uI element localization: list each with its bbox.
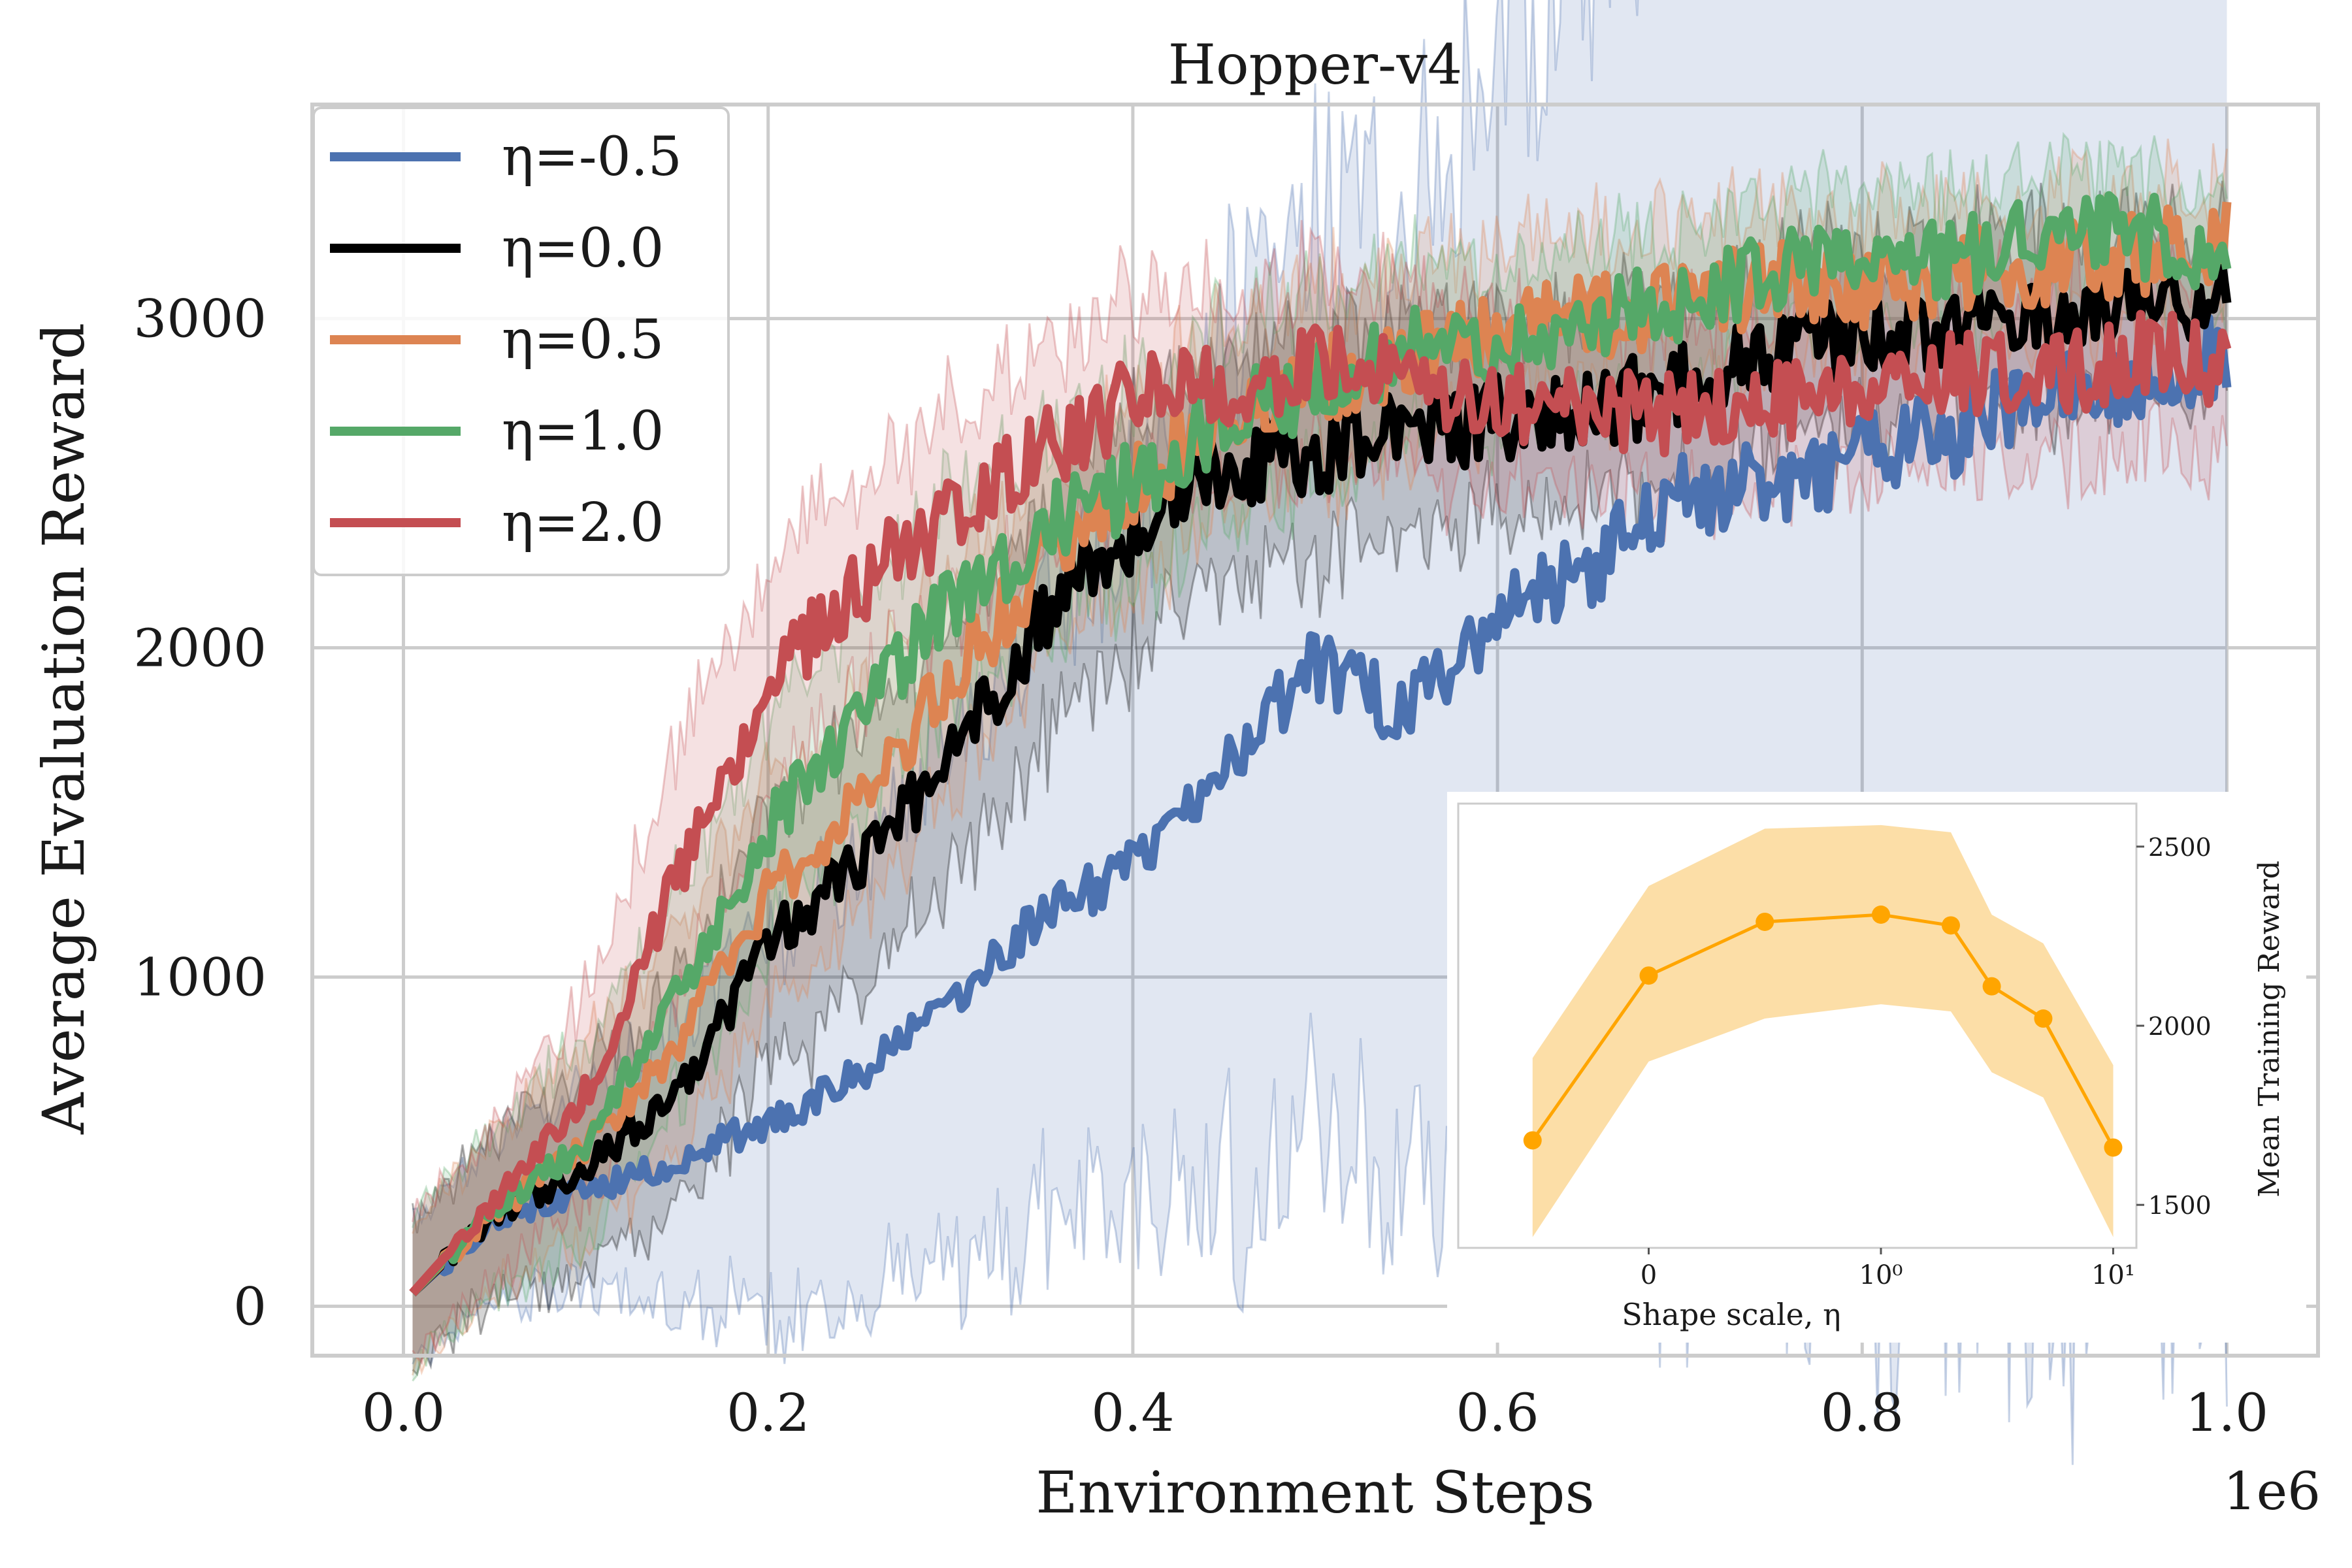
- inset-x-tick-label: 10⁰: [1859, 1260, 1903, 1290]
- y-tick-label: 1000: [133, 947, 267, 1007]
- inset-y-tick-label: 1500: [2148, 1191, 2212, 1220]
- x-tick-label: 0.0: [362, 1382, 445, 1443]
- inset-y-axis-label: Mean Training Reward: [2253, 860, 2286, 1198]
- y-tick-label: 2000: [133, 618, 267, 679]
- x-tick-label: 1.0: [2185, 1382, 2268, 1443]
- series-line: [409, 310, 2232, 1296]
- x-axis-offset-text: 1e6: [2223, 1461, 2321, 1522]
- main-y-ticks: 0 1000 2000 3000: [133, 289, 267, 1337]
- y-tick-label: 3000: [133, 289, 267, 350]
- y-axis-label: Average Evaluation Reward: [30, 323, 97, 1135]
- inset-line-path: [1531, 913, 2115, 1149]
- series-band: [412, 220, 2227, 1363]
- x-tick-label: 0.2: [727, 1382, 809, 1443]
- x-tick-label: 0.4: [1091, 1382, 1174, 1443]
- inset-y-tick-label: 2500: [2148, 833, 2212, 862]
- legend: η=-0.5 η=0.0 η=0.5 η=1.0 η=2.0: [312, 106, 730, 576]
- inset-point: [1639, 966, 1658, 985]
- inset-confidence-band: [1532, 825, 2114, 1237]
- inset-band-area: [1532, 825, 2114, 1237]
- inset-point: [1941, 916, 1960, 935]
- inset-point: [1523, 1131, 1542, 1150]
- y-tick-label: 0: [233, 1276, 267, 1337]
- inset-x-axis-label: Shape scale, η: [1622, 1297, 1840, 1332]
- series-band-edge: [412, 0, 1639, 1226]
- main-axes-frame: [310, 103, 2320, 1358]
- inset-point: [1871, 906, 1890, 924]
- chart-title: Hopper-v4: [1168, 33, 1463, 97]
- inset-plot: 0 10⁰ 10¹ 1500 2000 2500 Shape scale, η Mean…: [1447, 792, 2306, 1343]
- legend-label: η=1.0: [502, 400, 664, 463]
- series-line: [409, 313, 2232, 1297]
- legend-items: η=-0.5 η=0.0 η=0.5 η=1.0 η=2.0: [330, 126, 682, 554]
- inset-x-tick-label: 10¹: [2091, 1260, 2135, 1290]
- series-band-edge: [412, 139, 2228, 1234]
- main-plot: 0.0 0.2 0.4 0.6 0.8 1.0 0 1000 2000 3000 Hopper-…: [30, 0, 2321, 1526]
- legend-label: η=0.5: [502, 309, 664, 371]
- inset-point: [2104, 1138, 2123, 1157]
- main-x-ticks: 0.0 0.2 0.4 0.6 0.8 1.0: [362, 1382, 2268, 1443]
- inset-x-tick-label: 0: [1641, 1260, 1657, 1290]
- inset-series: [1523, 906, 2123, 1157]
- inset-y-ticks: 1500 2000 2500: [2136, 833, 2212, 1220]
- legend-label: η=0.0: [502, 218, 664, 280]
- series-line: [409, 256, 2232, 1297]
- inset-x-ticks: 0 10⁰ 10¹: [1641, 1248, 2135, 1290]
- legend-label: η=2.0: [502, 492, 664, 554]
- x-axis-label: Environment Steps: [1036, 1459, 1594, 1526]
- series-band-edge: [412, 131, 2228, 1228]
- legend-label: η=-0.5: [502, 126, 682, 188]
- inset-point: [1756, 912, 1774, 931]
- x-tick-label: 0.8: [1821, 1382, 1904, 1443]
- inset-point: [2034, 1009, 2053, 1028]
- x-tick-label: 0.6: [1456, 1382, 1539, 1443]
- inset-point: [1982, 977, 2001, 996]
- main-series-lines: [409, 191, 2232, 1297]
- legend-box: [312, 106, 730, 576]
- inset-y-tick-label: 2000: [2148, 1012, 2212, 1041]
